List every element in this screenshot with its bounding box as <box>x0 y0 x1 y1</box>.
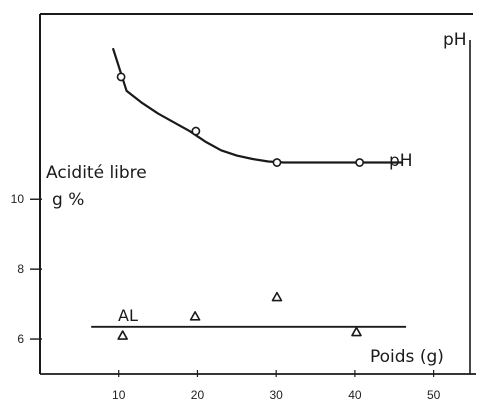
y-axis-label-right: pH <box>443 30 467 50</box>
point-al <box>189 311 201 321</box>
series-line-ph <box>112 47 404 164</box>
x-tick-label: 40 <box>348 388 362 402</box>
y-axis-label-left-line-1: Acidité libre <box>46 163 147 183</box>
axis-ticks: 10 20 30 40 50 6 8 10 <box>11 192 441 402</box>
y-axis-label-left-line-2: g % <box>52 190 84 210</box>
series-lines <box>91 47 407 328</box>
y-tick-label: 8 <box>17 262 24 276</box>
point-al <box>117 330 128 340</box>
point-al <box>271 291 283 302</box>
series-label-al: AL <box>118 306 138 325</box>
x-tick-label: 10 <box>112 388 126 402</box>
point-ph <box>355 158 365 167</box>
plot-frame <box>39 13 476 375</box>
x-tick-label: 30 <box>270 388 284 402</box>
x-tick-label: 20 <box>191 388 205 402</box>
data-points <box>116 72 365 340</box>
point-ph <box>116 72 126 82</box>
x-axis-label: Poids (g) <box>370 347 444 367</box>
point-al <box>351 326 362 337</box>
series-label-ph: pH <box>389 151 413 171</box>
point-ph <box>191 126 201 136</box>
y-tick-label: 6 <box>17 332 24 346</box>
point-ph <box>272 158 282 167</box>
x-tick-label: 50 <box>427 388 441 402</box>
y-tick-label: 10 <box>11 192 25 206</box>
